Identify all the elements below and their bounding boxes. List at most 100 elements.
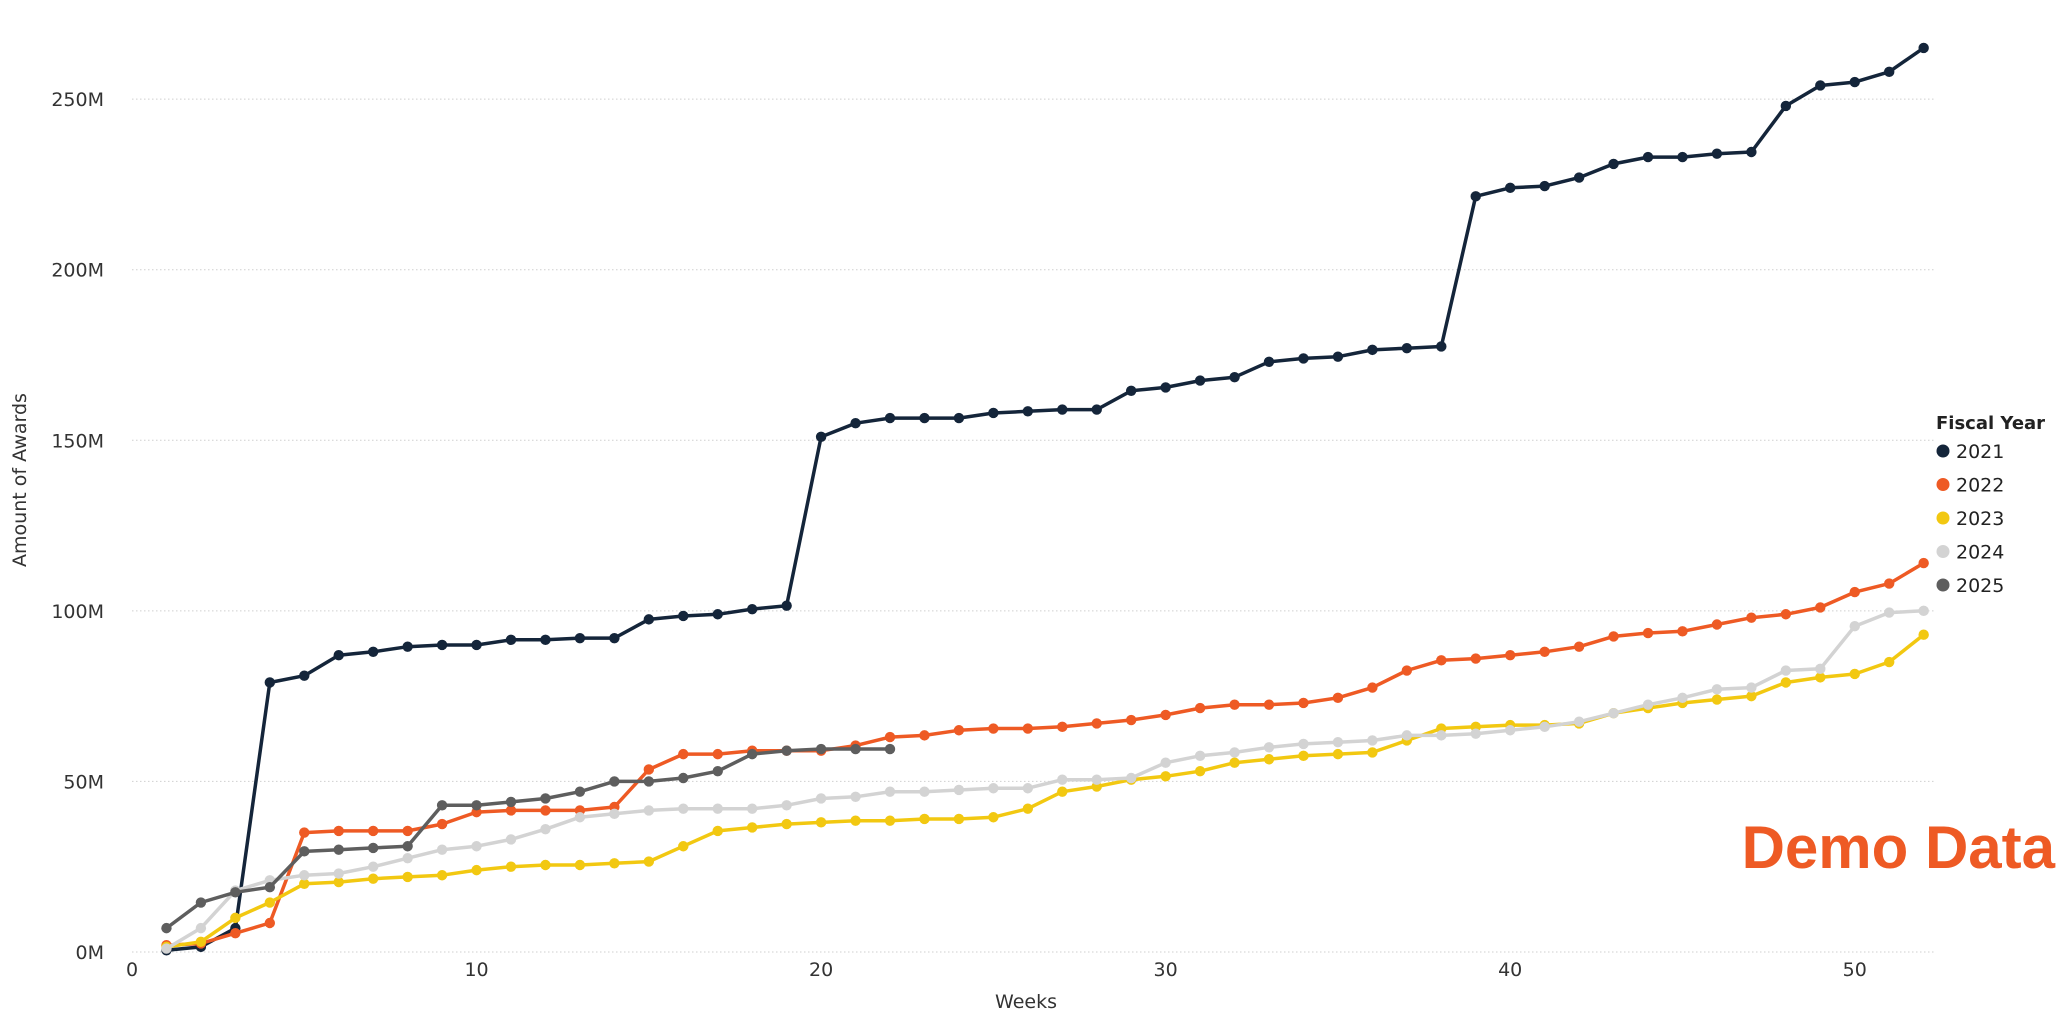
legend-item-2024[interactable]: 2024 — [1936, 542, 2005, 564]
data-point[interactable] — [505, 805, 517, 816]
data-point[interactable] — [1849, 586, 1860, 598]
data-point[interactable] — [678, 772, 689, 784]
data-point[interactable] — [1470, 728, 1481, 739]
data-point[interactable] — [1022, 803, 1034, 814]
data-point[interactable] — [1539, 646, 1550, 657]
data-point[interactable] — [1160, 382, 1171, 393]
data-point[interactable] — [1573, 716, 1585, 727]
data-point[interactable] — [299, 670, 310, 681]
data-point[interactable] — [1367, 735, 1378, 746]
data-point[interactable] — [1780, 665, 1792, 676]
data-point[interactable] — [712, 609, 723, 620]
data-point[interactable] — [609, 858, 620, 869]
data-point[interactable] — [1505, 725, 1516, 736]
data-point[interactable] — [1746, 682, 1757, 693]
data-point[interactable] — [1815, 80, 1826, 91]
data-point[interactable] — [1367, 344, 1378, 356]
data-point[interactable] — [1367, 747, 1378, 758]
data-point[interactable] — [1332, 736, 1344, 748]
data-point[interactable] — [643, 776, 655, 787]
data-point[interactable] — [1057, 721, 1068, 733]
data-point[interactable] — [678, 803, 689, 814]
data-point[interactable] — [402, 841, 413, 852]
data-point[interactable] — [436, 870, 448, 881]
data-point[interactable] — [953, 813, 965, 825]
data-point[interactable] — [643, 856, 655, 867]
data-point[interactable] — [1401, 665, 1413, 676]
data-point[interactable] — [1057, 774, 1068, 785]
data-point[interactable] — [1401, 342, 1413, 354]
data-point[interactable] — [1884, 607, 1895, 618]
data-point[interactable] — [1780, 677, 1792, 688]
data-point[interactable] — [1780, 100, 1792, 112]
data-point[interactable] — [1849, 668, 1860, 680]
data-point[interactable] — [1677, 626, 1688, 637]
data-point[interactable] — [1194, 750, 1206, 762]
data-point[interactable] — [471, 800, 482, 811]
data-point[interactable] — [781, 800, 792, 811]
data-point[interactable] — [1160, 757, 1171, 768]
data-point[interactable] — [436, 639, 448, 651]
data-point[interactable] — [1918, 557, 1929, 569]
data-point[interactable] — [299, 846, 310, 857]
data-point[interactable] — [781, 745, 792, 756]
data-point[interactable] — [1125, 772, 1137, 784]
data-point[interactable] — [299, 878, 310, 889]
data-point[interactable] — [161, 943, 172, 954]
data-point[interactable] — [1573, 641, 1585, 652]
data-point[interactable] — [1918, 629, 1929, 640]
data-point[interactable] — [1711, 694, 1723, 705]
data-point[interactable] — [781, 600, 792, 611]
data-point[interactable] — [678, 748, 689, 760]
data-point[interactable] — [1815, 663, 1826, 675]
data-point[interactable] — [746, 603, 758, 615]
data-point[interactable] — [402, 641, 413, 652]
data-point[interactable] — [1022, 783, 1034, 794]
data-point[interactable] — [264, 917, 276, 929]
data-point[interactable] — [815, 817, 827, 828]
data-point[interactable] — [436, 818, 448, 830]
data-point[interactable] — [1918, 605, 1929, 617]
data-point[interactable] — [1711, 684, 1723, 695]
data-point[interactable] — [402, 852, 413, 864]
data-point[interactable] — [1229, 371, 1240, 383]
data-point[interactable] — [919, 412, 930, 424]
data-point[interactable] — [1057, 786, 1068, 797]
data-point[interactable] — [1401, 730, 1413, 741]
data-point[interactable] — [333, 868, 344, 879]
data-point[interactable] — [609, 632, 620, 644]
data-point[interactable] — [1367, 682, 1378, 693]
data-point[interactable] — [643, 614, 655, 625]
data-point[interactable] — [678, 841, 689, 852]
data-point[interactable] — [1642, 151, 1654, 163]
data-point[interactable] — [781, 818, 792, 830]
data-point[interactable] — [712, 765, 723, 777]
data-point[interactable] — [815, 431, 827, 443]
legend-item-2021[interactable]: 2021 — [1936, 441, 2005, 463]
data-point[interactable] — [988, 407, 999, 419]
data-point[interactable] — [574, 812, 586, 823]
data-point[interactable] — [953, 725, 965, 736]
data-point[interactable] — [919, 730, 930, 741]
data-point[interactable] — [1229, 699, 1240, 710]
data-point[interactable] — [402, 871, 413, 883]
data-point[interactable] — [471, 864, 482, 876]
legend-item-2023[interactable]: 2023 — [1936, 508, 2005, 530]
data-point[interactable] — [1608, 631, 1619, 642]
data-point[interactable] — [574, 859, 586, 871]
data-point[interactable] — [1194, 765, 1206, 777]
data-point[interactable] — [1332, 351, 1344, 362]
data-point[interactable] — [402, 825, 413, 837]
data-point[interactable] — [1436, 655, 1447, 666]
data-point[interactable] — [367, 861, 379, 872]
data-point[interactable] — [1470, 191, 1481, 202]
data-point[interactable] — [367, 825, 379, 837]
data-point[interactable] — [1849, 76, 1860, 88]
data-point[interactable] — [1263, 356, 1275, 368]
data-point[interactable] — [367, 873, 379, 884]
data-point[interactable] — [230, 887, 241, 898]
data-point[interactable] — [1884, 656, 1895, 668]
data-point[interactable] — [1298, 738, 1309, 750]
data-point[interactable] — [1091, 718, 1102, 729]
data-point[interactable] — [1573, 172, 1585, 183]
